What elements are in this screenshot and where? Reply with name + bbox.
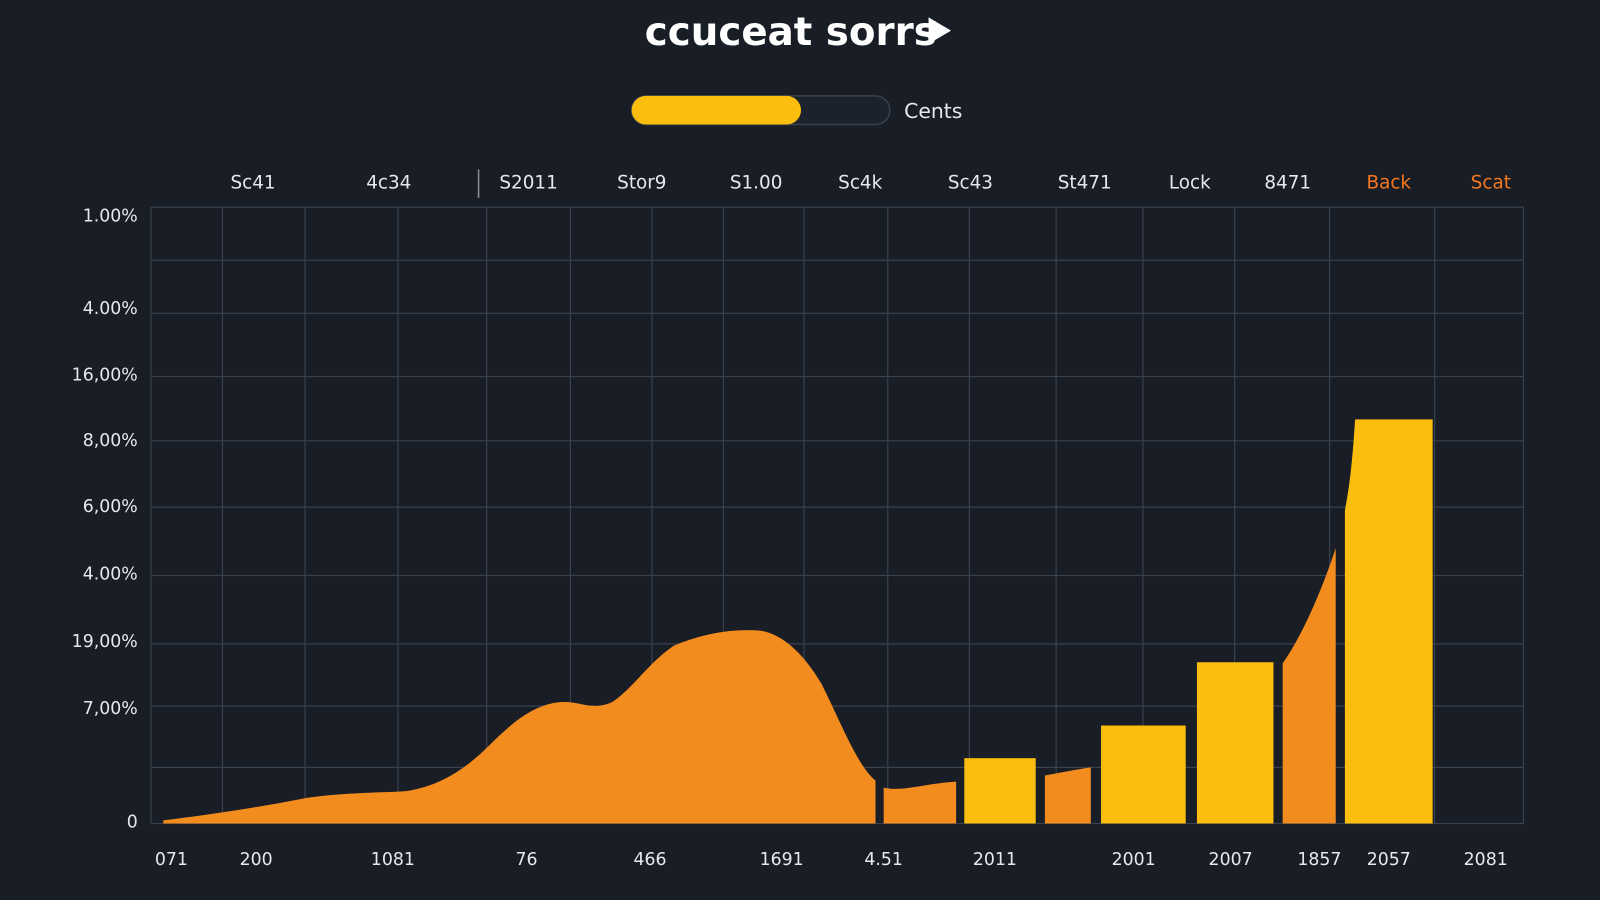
y-labels: 1.00% 4.00% 16,00% 8,00% 6,00% 4.00% 19,00% 7,0… [72, 206, 138, 832]
tab[interactable]: Sc4k [838, 173, 882, 194]
x-label: 2081 [1464, 850, 1508, 870]
x-label: 071 [155, 850, 188, 870]
x-label: 2007 [1209, 850, 1253, 870]
tab[interactable]: 8471 [1264, 173, 1311, 194]
area-shape [1282, 547, 1336, 824]
plot-shapes [163, 419, 1433, 824]
tab[interactable]: Sc43 [948, 173, 993, 194]
y-label: 4.00% [83, 564, 138, 584]
tab[interactable]: S1.00 [730, 173, 783, 194]
y-label: 1.00% [83, 206, 138, 226]
y-label: 6,00% [83, 497, 138, 517]
bar-shape [1344, 419, 1433, 824]
bar-shape [1196, 662, 1274, 824]
tab[interactable]: Back [1366, 173, 1411, 194]
tabs: Sc41 4c34 S2011 Stor9 S1.00 Sc4k Sc43 St471 Lock… [230, 173, 1510, 194]
y-label: 19,00% [72, 632, 138, 652]
title-icon [928, 17, 952, 44]
x-label: 2011 [973, 850, 1017, 870]
x-label: 2001 [1112, 850, 1156, 870]
x-label: 76 [515, 850, 537, 870]
area-shape [883, 781, 957, 824]
area-shape [163, 630, 876, 824]
toggle-fill [631, 95, 802, 125]
x-label: 466 [633, 850, 666, 870]
tab[interactable]: Sc41 [230, 173, 275, 194]
toggle-label: Cents [904, 99, 962, 123]
tab[interactable]: Scat [1471, 173, 1511, 194]
tab[interactable]: Stor9 [617, 173, 666, 194]
x-label: 1691 [760, 850, 804, 870]
tab[interactable]: S2011 [499, 173, 557, 194]
y-label: 7,00% [83, 699, 138, 719]
x-labels: 071 200 1081 76 466 1691 4.51 2011 2001 2007 1857 2… [155, 850, 1508, 870]
area-shape [1044, 767, 1091, 824]
x-label: 1857 [1297, 850, 1341, 870]
y-label: 4.00% [83, 299, 138, 319]
x-label: 4.51 [864, 850, 903, 870]
y-label: 0 [127, 812, 138, 832]
tab[interactable]: 4c34 [366, 173, 411, 194]
tab[interactable]: Lock [1169, 173, 1211, 194]
tab[interactable]: St471 [1058, 173, 1112, 194]
x-label: 200 [240, 850, 273, 870]
x-label: 1081 [371, 850, 415, 870]
bar-shape [1101, 725, 1186, 824]
x-label: 2057 [1367, 850, 1411, 870]
y-label: 16,00% [72, 366, 138, 386]
y-label: 8,00% [83, 431, 138, 451]
app-title: ccuceat sorrs [645, 10, 937, 55]
bar-shape [964, 758, 1036, 824]
